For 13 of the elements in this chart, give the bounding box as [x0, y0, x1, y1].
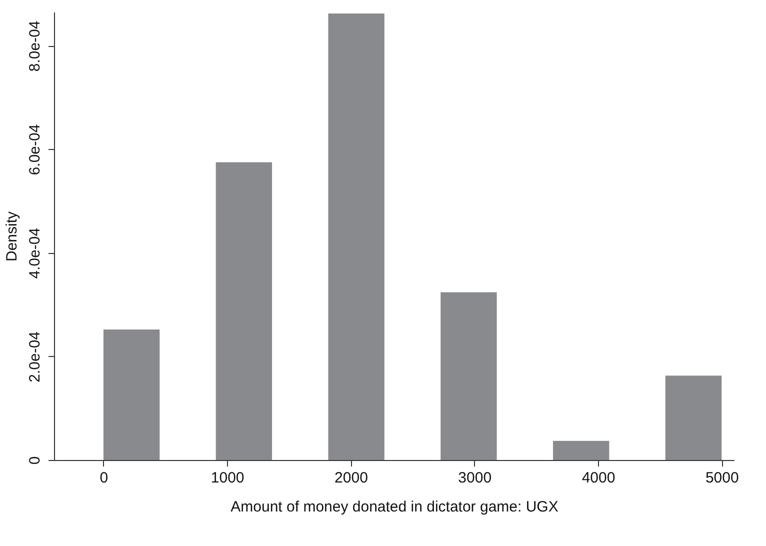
x-tick-label: 4000: [582, 470, 616, 486]
x-axis-title: Amount of money donated in dictator game: UGX: [230, 498, 558, 516]
y-tick-label: 8.0e-04: [26, 20, 44, 72]
y-tick-label: 4.0e-04: [26, 228, 44, 279]
y-tick-label: 2.0e-04: [26, 331, 44, 382]
y-tick-label: 6.0e-04: [26, 124, 44, 176]
y-axis-title: Density: [4, 211, 20, 262]
x-tick-label: 2000: [334, 470, 368, 486]
y-tick-label: 0: [26, 456, 44, 465]
x-tick-label: 5000: [705, 470, 739, 486]
x-tick-label: 0: [100, 470, 108, 486]
x-tick-label: 3000: [458, 470, 492, 486]
x-tick-label: 1000: [210, 470, 244, 486]
